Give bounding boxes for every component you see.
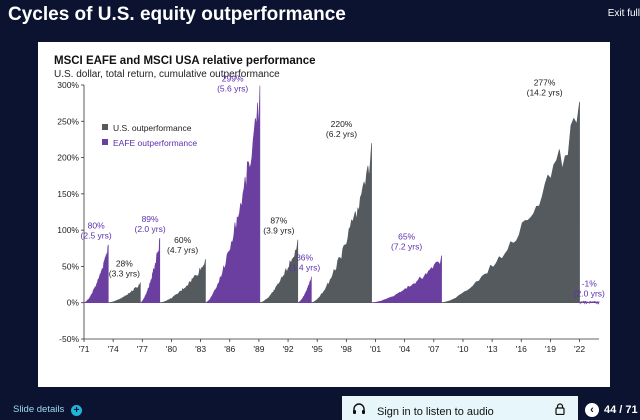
audio-panel[interactable] (342, 396, 578, 420)
cycle-value-label: 87% (270, 216, 287, 226)
previous-slide-button[interactable]: ‹ (585, 403, 599, 417)
cycle-area-eafe (205, 85, 261, 304)
cycle-duration-label: (4.7 yrs) (167, 245, 198, 255)
cycle-duration-label: (14.2 yrs) (527, 88, 563, 98)
x-tick-label: '80 (166, 344, 177, 354)
x-tick-label: '74 (108, 344, 119, 354)
page-title: Cycles of U.S. equity outperformance (8, 4, 346, 25)
cycle-area-eafe (140, 238, 161, 304)
chart-svg: 300% 250% 200% 150% 100% 50% 0% -50%'71 '74 '77 '8… (57, 74, 605, 354)
x-tick-label: '16 (516, 344, 527, 354)
cycle-area-us (440, 101, 580, 304)
cycle-value-label: 28% (116, 258, 133, 268)
cycle-duration-label: (2.0 yrs) (134, 224, 165, 234)
legend-label: U.S. outperformance (113, 123, 192, 133)
x-tick-label: '71 (78, 344, 89, 354)
cycle-value-label: -1% (582, 279, 598, 289)
cycle-value-label: 65% (398, 232, 415, 242)
y-tick-label: -50% (59, 334, 79, 344)
slide-panel: MSCI EAFE and MSCI USA relative performa… (38, 42, 610, 387)
cycle-duration-label: (1.4 yrs) (289, 263, 320, 273)
plus-icon[interactable]: + (71, 405, 82, 416)
audio-signin-text[interactable]: Sign in to listen to audio (377, 406, 494, 418)
legend-swatch-eafe (102, 139, 108, 145)
cycle-duration-label: (2.0 yrs) (574, 289, 605, 299)
legend-label: EAFE outperformance (113, 138, 197, 148)
x-tick-label: '10 (457, 344, 468, 354)
cycle-value-label: 36% (296, 253, 313, 263)
x-tick-label: '13 (487, 344, 498, 354)
cycle-duration-label: (2.5 yrs) (81, 231, 112, 241)
y-tick-label: 150% (57, 189, 79, 199)
page-counter: 44 / 71 (604, 404, 638, 416)
cycle-duration-label: (5.6 yrs) (217, 84, 248, 94)
cycle-area-us (107, 282, 141, 304)
chart-title: MSCI EAFE and MSCI USA relative performa… (54, 55, 316, 67)
cycle-value-label: 220% (331, 119, 353, 129)
cycle-area-eafe (297, 276, 312, 304)
cycle-value-label: 277% (534, 78, 556, 88)
cycle-duration-label: (6.2 yrs) (326, 129, 357, 139)
cycle-area-eafe (370, 255, 442, 304)
headphones-icon (353, 403, 365, 414)
cycle-area-us (258, 239, 299, 304)
cycle-duration-label: (3.9 yrs) (263, 226, 294, 236)
cycle-area-us (159, 259, 206, 304)
x-tick-label: '07 (428, 344, 439, 354)
x-tick-label: '89 (253, 344, 264, 354)
y-tick-label: 300% (57, 80, 79, 90)
cycle-area-eafe (83, 244, 109, 304)
slide-details-link[interactable]: Slide details (13, 404, 65, 415)
x-tick-label: '04 (399, 344, 410, 354)
cycle-value-label: 299% (222, 74, 244, 84)
cycle-value-label: 89% (142, 214, 159, 224)
cycle-value-label: 60% (174, 235, 191, 245)
chart-subtitle: U.S. dollar, total return, cumulative ou… (54, 69, 280, 80)
x-tick-label: '77 (137, 344, 148, 354)
y-tick-label: 50% (62, 261, 79, 271)
cycle-duration-label: (3.3 yrs) (109, 268, 140, 278)
x-tick-label: '92 (283, 344, 294, 354)
cycle-value-label: 80% (88, 221, 105, 231)
y-tick-label: 200% (57, 153, 79, 163)
x-tick-label: '83 (195, 344, 206, 354)
cycle-area-us (310, 143, 372, 304)
x-tick-label: '19 (545, 344, 556, 354)
y-tick-label: 250% (57, 116, 79, 126)
x-tick-label: '98 (341, 344, 352, 354)
x-tick-label: '01 (370, 344, 381, 354)
x-tick-label: '86 (224, 344, 235, 354)
x-tick-label: '95 (312, 344, 323, 354)
y-tick-label: 0% (67, 298, 80, 308)
lock-icon (555, 403, 565, 415)
exit-fullscreen-button[interactable]: Exit full (607, 8, 640, 19)
cycle-area-eafe (579, 300, 600, 305)
x-tick-label: '22 (574, 344, 585, 354)
y-tick-label: 100% (57, 225, 79, 235)
legend-swatch-us (102, 124, 108, 130)
cycle-duration-label: (7.2 yrs) (391, 242, 422, 252)
